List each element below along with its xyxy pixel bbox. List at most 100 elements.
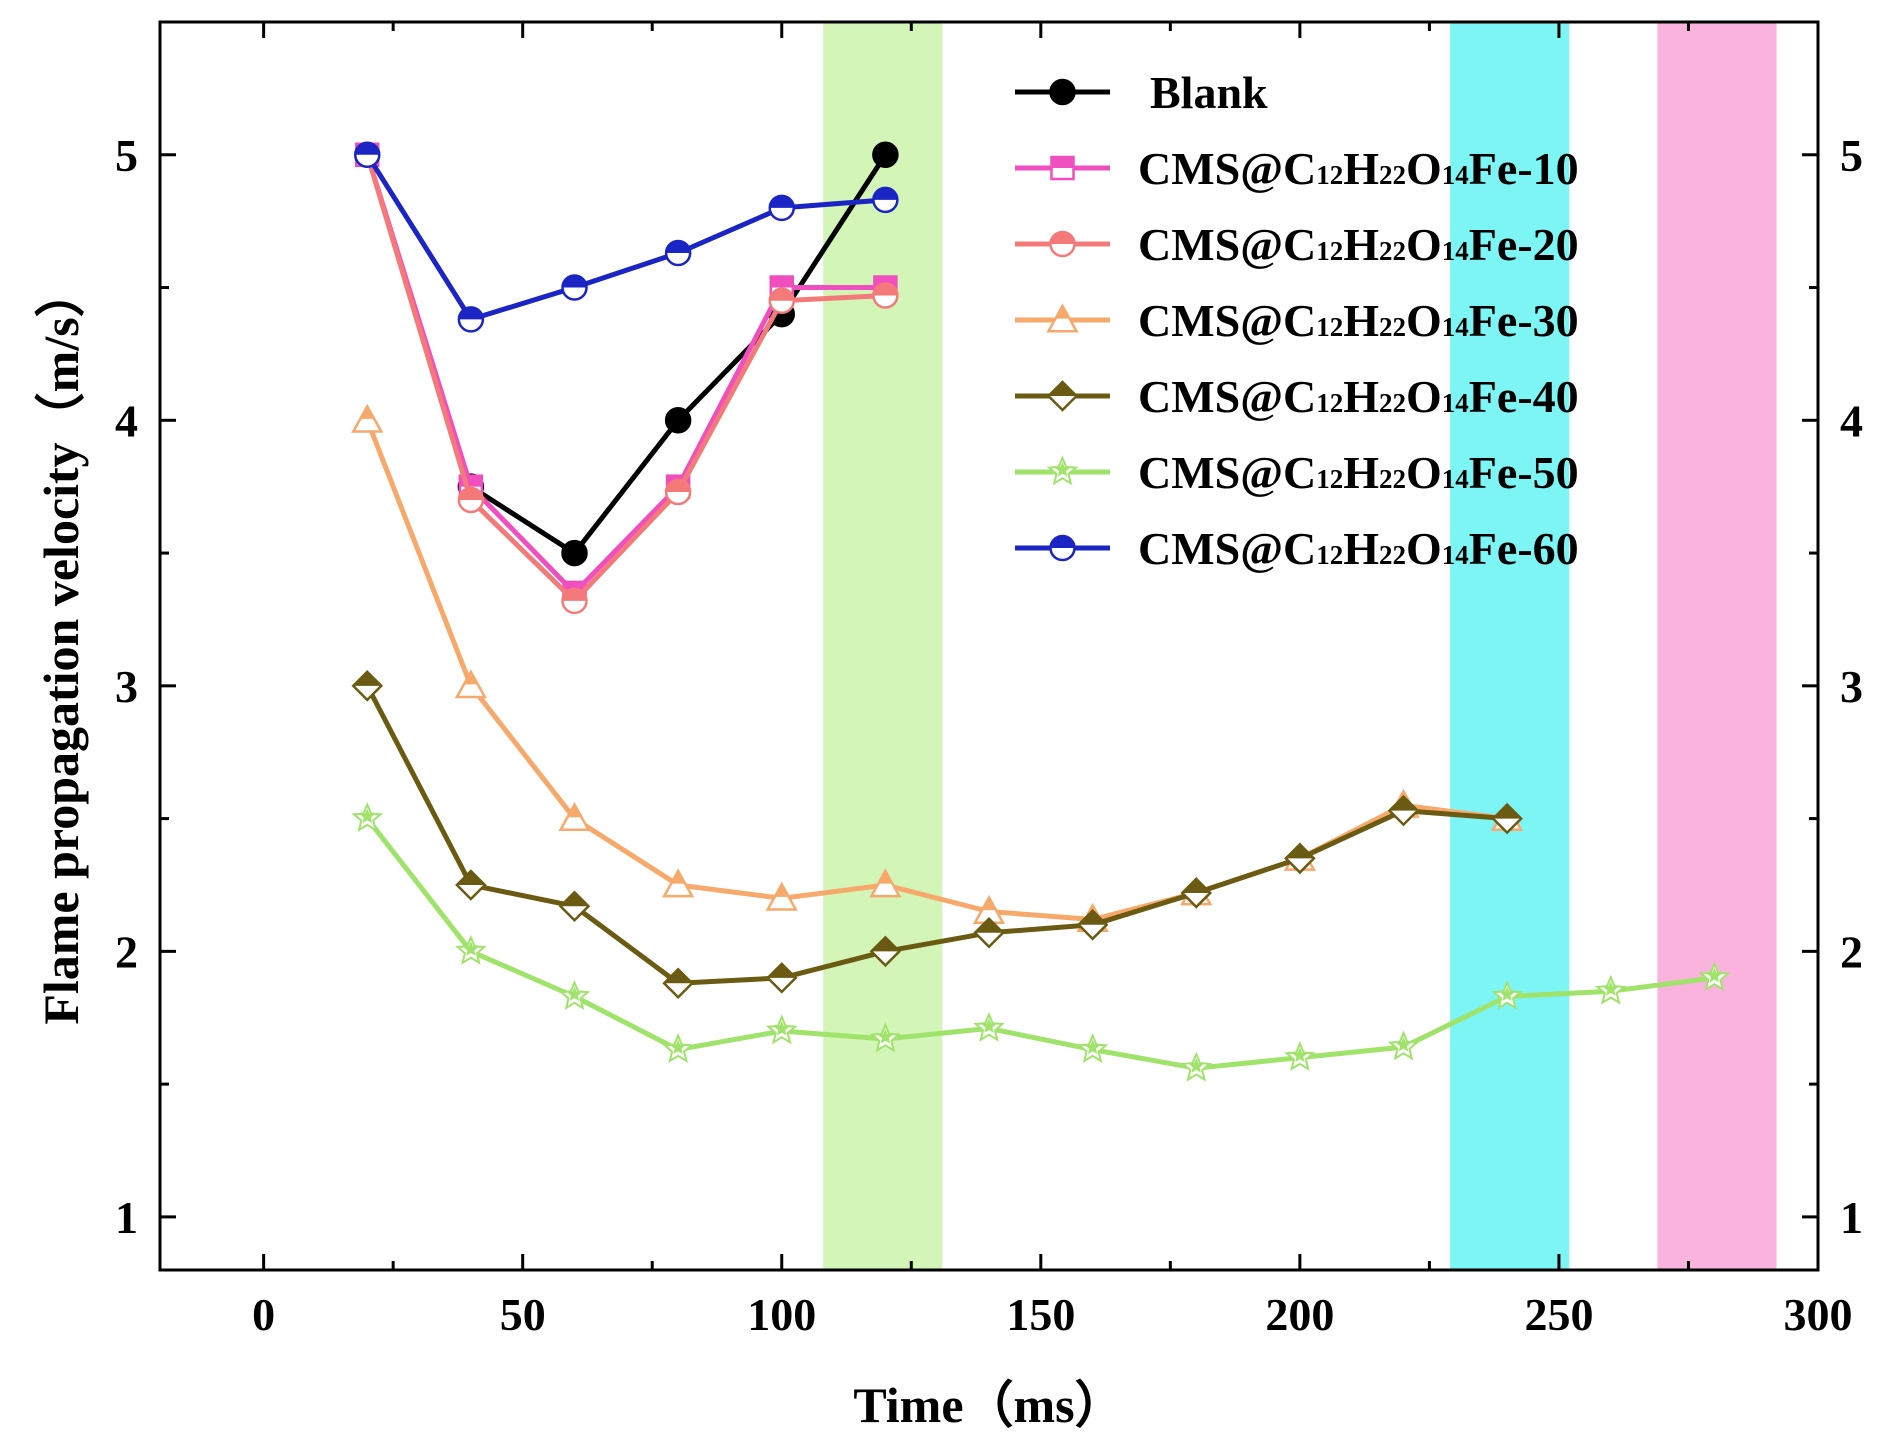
legend-text-part: Fe-20: [1469, 219, 1579, 270]
legend-marker: [1046, 303, 1079, 333]
legend-text-part: Fe-60: [1469, 523, 1579, 574]
data-point: [1491, 979, 1523, 1010]
data-point: [558, 802, 591, 832]
series-7: [354, 141, 899, 333]
shaded-band-1: [823, 22, 943, 1270]
legend-item: CMS@C12H22O14Fe-20: [1015, 219, 1579, 270]
data-point: [869, 935, 902, 968]
legend-item: CMS@C12H22O14Fe-60: [1015, 523, 1579, 574]
legend-subscript: 12: [1316, 388, 1343, 418]
legend-label: CMS@C12H22O14Fe-30: [1138, 295, 1579, 346]
series-1: [457, 141, 899, 567]
x-tick-label: 100: [747, 1289, 816, 1340]
legend-subscript: 14: [1442, 312, 1469, 342]
data-point: [457, 306, 485, 333]
marker-half-fill: [353, 671, 382, 686]
marker-half-fill: [671, 870, 686, 884]
data-point: [1698, 961, 1731, 992]
marker-circle: [561, 539, 588, 567]
marker-half-fill: [1055, 306, 1070, 319]
y-tick-label-right: 5: [1840, 130, 1863, 181]
series-line: [364, 154, 886, 596]
data-point: [872, 141, 899, 169]
data-point: [561, 274, 588, 301]
marker-circle: [872, 141, 899, 169]
marker-half-fill: [458, 307, 483, 320]
legend-text-part: O: [1406, 447, 1442, 498]
marker-half-fill: [774, 1021, 790, 1036]
data-point: [1284, 1040, 1316, 1071]
marker-half-fill: [1603, 981, 1619, 996]
legend-subscript: 22: [1379, 464, 1406, 494]
y-tick-label-right: 4: [1840, 395, 1863, 446]
legend-item: CMS@C12H22O14Fe-40: [1015, 371, 1579, 422]
marker-half-fill: [1706, 967, 1722, 983]
marker-half-fill: [1395, 1037, 1412, 1052]
marker-half-fill: [458, 487, 483, 500]
data-point: [558, 890, 591, 922]
legend-marker: [1046, 380, 1079, 412]
legend-text-part: Blank: [1150, 67, 1268, 118]
legend-label: CMS@C12H22O14Fe-50: [1138, 447, 1579, 498]
legend-label: CMS@C12H22O14Fe-10: [1138, 143, 1579, 194]
x-tick-label: 150: [1006, 1289, 1075, 1340]
legend-subscript: 22: [1379, 236, 1406, 266]
marker-half-fill: [355, 142, 380, 155]
legend-subscript: 12: [1316, 312, 1343, 342]
legend-text-part: H: [1343, 523, 1379, 574]
marker-half-fill: [1188, 1058, 1204, 1073]
marker-half-fill: [456, 870, 485, 885]
legend-item: CMS@C12H22O14Fe-50: [1015, 447, 1579, 498]
data-point: [1284, 842, 1316, 875]
marker-half-fill: [769, 195, 794, 208]
marker-half-fill: [767, 963, 796, 978]
data-point: [1491, 802, 1523, 835]
marker-half-fill: [566, 986, 583, 1001]
legend-text-part: CMS@C: [1138, 523, 1316, 574]
data-point: [765, 1014, 798, 1045]
data-point: [351, 670, 384, 702]
marker-half-fill: [1048, 382, 1077, 396]
marker-half-fill: [1050, 536, 1075, 548]
y-tick-label: 5: [115, 130, 138, 181]
marker-half-fill: [774, 884, 789, 897]
legend-subscript: 14: [1442, 464, 1469, 494]
legend-text-part: H: [1343, 447, 1379, 498]
y-tick-label-right: 3: [1840, 661, 1863, 712]
data-point: [768, 287, 795, 315]
marker-half-fill: [1285, 844, 1314, 859]
legend-text-part: H: [1343, 295, 1379, 346]
plot-area: [158, 20, 1820, 1272]
data-point: [558, 979, 591, 1010]
data-point: [457, 486, 485, 514]
legend-text-part: CMS@C: [1138, 295, 1316, 346]
marker-half-fill: [463, 941, 479, 956]
marker-half-fill: [982, 897, 996, 911]
legend-subscript: 14: [1442, 540, 1469, 570]
data-point: [1076, 1032, 1109, 1064]
plot-frame: [158, 20, 1820, 1272]
x-tick-label: 300: [1784, 1289, 1853, 1340]
data-point: [354, 141, 381, 169]
marker-half-fill: [1054, 462, 1071, 477]
legend-subscript: 22: [1379, 540, 1406, 570]
data-point: [351, 802, 384, 833]
legend-item: Blank: [1015, 67, 1268, 118]
legend-subscript: 22: [1379, 312, 1406, 342]
marker-triangle: [351, 403, 384, 433]
data-point: [351, 403, 384, 433]
y-tick-label: 4: [115, 395, 138, 446]
series-line: [365, 153, 886, 322]
marker-half-fill: [670, 1039, 686, 1055]
legend-text-part: H: [1343, 219, 1379, 270]
legend-text-part: Fe-30: [1469, 295, 1579, 346]
data-point: [454, 669, 487, 699]
legend-text-part: O: [1406, 295, 1442, 346]
data-series: [351, 141, 1731, 1082]
marker-half-fill: [1292, 1047, 1308, 1062]
legend: BlankCMS@C12H22O14Fe-10CMS@C12H22O14Fe-2…: [1015, 67, 1579, 574]
data-point: [664, 478, 692, 506]
marker-half-fill: [769, 288, 794, 301]
x-tick-label: 50: [500, 1289, 546, 1340]
